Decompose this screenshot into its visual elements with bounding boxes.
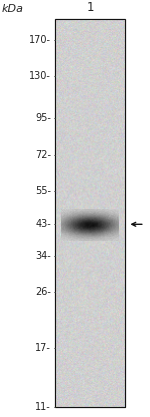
Text: 11-: 11- — [35, 402, 51, 412]
Text: 1: 1 — [86, 1, 94, 14]
Text: 55-: 55- — [35, 186, 51, 196]
Text: 43-: 43- — [35, 219, 51, 229]
Text: 72-: 72- — [35, 151, 51, 161]
Text: 34-: 34- — [35, 251, 51, 261]
Text: 95-: 95- — [35, 113, 51, 123]
Text: 130-: 130- — [29, 71, 51, 81]
Text: 170-: 170- — [29, 35, 51, 45]
Bar — [55, 19, 125, 407]
Text: kDa: kDa — [2, 4, 24, 14]
Bar — [55, 19, 125, 407]
Text: 26-: 26- — [35, 286, 51, 296]
Text: 17-: 17- — [35, 343, 51, 353]
